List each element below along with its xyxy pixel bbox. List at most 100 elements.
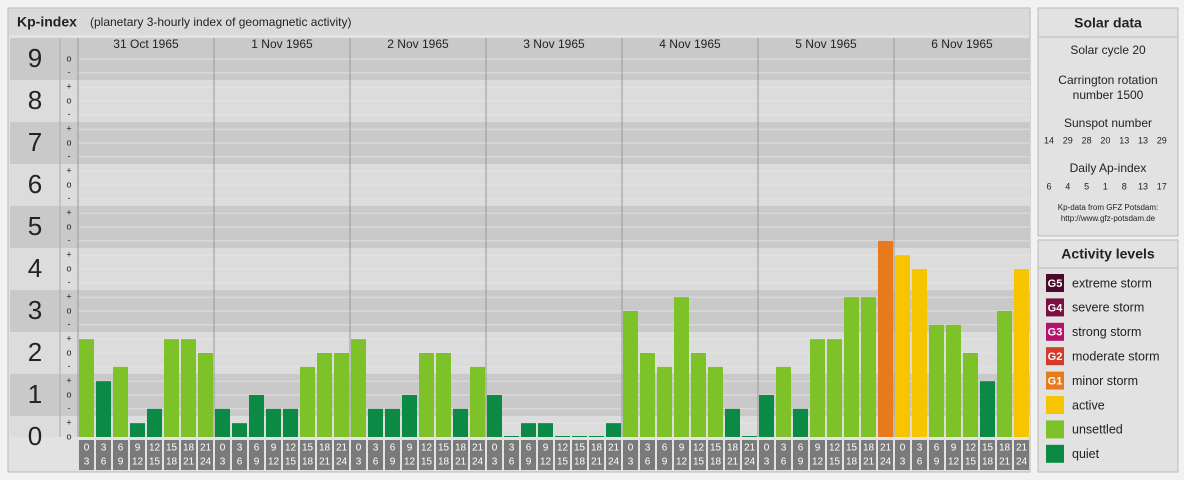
interval-end: 21 — [591, 457, 603, 468]
y-tick-label: 8 — [28, 85, 42, 115]
sunspot-title: Sunspot number — [1064, 116, 1152, 130]
y-minor-label: + — [66, 250, 71, 260]
interval-box — [640, 440, 655, 470]
interval-end: 12 — [132, 457, 144, 468]
legend-badge: G3 — [1048, 327, 1063, 339]
sunspot-value: 13 — [1138, 135, 1148, 145]
bar — [640, 353, 655, 437]
interval-end: 6 — [509, 457, 515, 468]
interval-end: 15 — [829, 457, 841, 468]
bar — [181, 339, 196, 437]
interval-start: 21 — [880, 443, 892, 454]
interval-end: 24 — [472, 457, 484, 468]
y-minor-label: o — [66, 53, 71, 63]
interval-box — [419, 440, 434, 470]
interval-box — [385, 440, 400, 470]
bar — [657, 366, 672, 437]
interval-end: 3 — [356, 457, 362, 468]
y-minor-label: - — [68, 151, 71, 161]
interval-start: 12 — [285, 443, 297, 454]
interval-end: 12 — [268, 457, 280, 468]
bar — [708, 366, 723, 437]
legend-label: quiet — [1072, 447, 1100, 461]
legend-swatch — [1046, 274, 1064, 292]
bar — [538, 423, 553, 437]
bar — [249, 395, 264, 437]
legend-title: Activity levels — [1061, 246, 1155, 262]
interval-start: 0 — [900, 443, 906, 454]
interval-start: 15 — [166, 443, 178, 454]
bar — [793, 408, 808, 437]
interval-start: 0 — [84, 443, 90, 454]
interval-start: 18 — [183, 443, 195, 454]
interval-start: 21 — [200, 443, 212, 454]
bar — [827, 339, 842, 437]
bar — [113, 366, 128, 437]
interval-end: 12 — [404, 457, 416, 468]
bar — [198, 353, 213, 437]
y-minor-label: + — [66, 418, 71, 428]
interval-end: 24 — [744, 457, 756, 468]
interval-box — [980, 440, 995, 470]
interval-end: 24 — [200, 457, 212, 468]
interval-start: 12 — [829, 443, 841, 454]
interval-start: 18 — [727, 443, 739, 454]
interval-box — [572, 440, 587, 470]
interval-end: 18 — [302, 457, 314, 468]
legend-swatch — [1046, 322, 1064, 341]
interval-start: 3 — [781, 443, 787, 454]
interval-box — [300, 440, 315, 470]
interval-end: 9 — [118, 457, 124, 468]
interval-start: 18 — [591, 443, 603, 454]
interval-start: 12 — [421, 443, 433, 454]
bar — [521, 423, 536, 437]
bar — [606, 423, 621, 437]
interval-box — [368, 440, 383, 470]
interval-end: 12 — [676, 457, 688, 468]
ap-title: Daily Ap-index — [1070, 161, 1147, 175]
interval-box — [861, 440, 876, 470]
interval-start: 12 — [149, 443, 161, 454]
y-minor-label: - — [68, 235, 71, 245]
band — [10, 416, 1030, 437]
bar — [402, 395, 417, 437]
interval-start: 6 — [934, 443, 940, 454]
interval-start: 0 — [492, 443, 498, 454]
y-minor-label: - — [68, 403, 71, 413]
interval-start: 12 — [965, 443, 977, 454]
bar — [283, 408, 298, 437]
interval-start: 12 — [693, 443, 705, 454]
interval-box — [470, 440, 485, 470]
interval-box — [147, 440, 162, 470]
y-minor-label: + — [66, 292, 71, 302]
interval-box — [997, 440, 1012, 470]
bar — [96, 381, 111, 437]
interval-start: 15 — [710, 443, 722, 454]
interval-box — [317, 440, 332, 470]
sunspot-value: 13 — [1119, 135, 1129, 145]
interval-box — [725, 440, 740, 470]
interval-end: 24 — [336, 457, 348, 468]
y-tick-label: 7 — [28, 127, 42, 157]
interval-box — [691, 440, 706, 470]
interval-end: 9 — [934, 457, 940, 468]
interval-box — [929, 440, 944, 470]
bar — [589, 436, 604, 437]
solar-cycle: Solar cycle 20 — [1070, 43, 1146, 57]
ap-value: 8 — [1122, 181, 1127, 191]
interval-end: 15 — [557, 457, 569, 468]
sunspot-value: 29 — [1063, 135, 1073, 145]
interval-end: 12 — [812, 457, 824, 468]
legend-label: strong storm — [1072, 325, 1141, 339]
interval-end: 3 — [764, 457, 770, 468]
interval-end: 15 — [421, 457, 433, 468]
bar — [895, 255, 910, 437]
legend-badge: G4 — [1048, 302, 1064, 314]
interval-box — [232, 440, 247, 470]
interval-start: 0 — [220, 443, 226, 454]
legend-label: moderate storm — [1072, 349, 1160, 363]
y-minor-label: - — [68, 277, 71, 287]
bar — [266, 408, 281, 437]
day-label: 4 Nov 1965 — [659, 37, 721, 51]
